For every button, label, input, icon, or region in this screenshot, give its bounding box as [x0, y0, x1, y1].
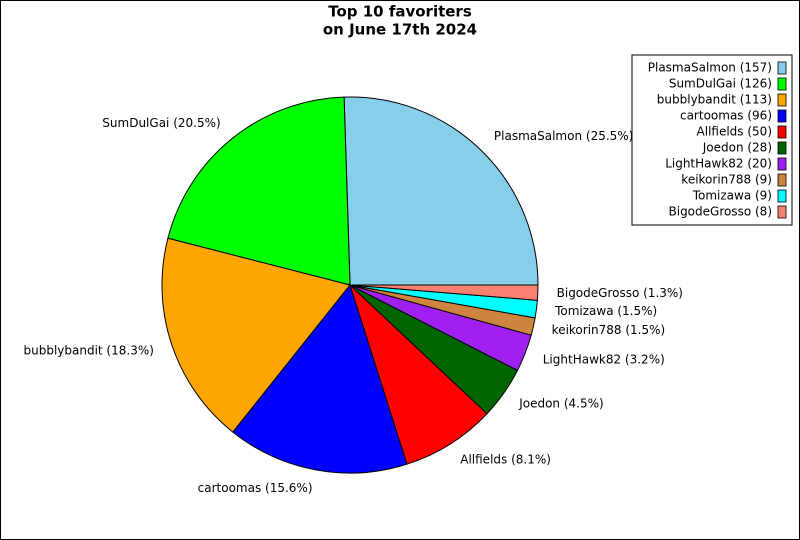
- pie-slice: [167, 96, 351, 286]
- legend-label: Allfields (50): [697, 125, 772, 139]
- slice-label: cartoomas (15.6%): [198, 481, 313, 495]
- slice-label: Joedon (4.5%): [518, 396, 604, 410]
- legend-swatch: [777, 77, 787, 91]
- legend-label: PlasmaSalmon (157): [648, 61, 772, 75]
- pie-slice: [349, 284, 539, 301]
- legend-label: bubblybandit (113): [657, 93, 772, 107]
- slice-label: Allfields (8.1%): [460, 452, 551, 466]
- slice-label: bubblybandit (18.3%): [23, 343, 153, 357]
- legend-box: [631, 54, 793, 226]
- slice-label: PlasmaSalmon (25.5%): [494, 129, 633, 143]
- slice-label: BigodeGrosso (1.3%): [557, 286, 683, 300]
- legend-swatch: [777, 189, 787, 203]
- legend-swatch: [777, 205, 787, 219]
- slice-label: SumDulGai (20.5%): [102, 116, 220, 130]
- legend-label: BigodeGrosso (8): [669, 205, 773, 219]
- pie-slice: [161, 237, 351, 433]
- legend-swatch: [777, 141, 787, 155]
- legend-swatch: [777, 173, 787, 187]
- slice-label: Tomizawa (1.5%): [554, 304, 657, 318]
- slice-label: LightHawk82 (3.2%): [543, 352, 665, 366]
- legend-label: keikorin788 (9): [681, 173, 772, 187]
- legend-label: Tomizawa (9): [692, 189, 772, 203]
- pie-slice: [232, 283, 408, 474]
- legend-swatch: [777, 93, 787, 107]
- legend-label: SumDulGai (126): [669, 77, 772, 91]
- legend-swatch: [777, 61, 787, 75]
- chart-title: Top 10 favoriters: [328, 3, 472, 21]
- legend-label: cartoomas (96): [680, 109, 772, 123]
- legend-label: Joedon (28): [702, 141, 772, 155]
- legend-label: LightHawk82 (20): [665, 157, 772, 171]
- pie-slice: [343, 96, 539, 286]
- legend-swatch: [777, 109, 787, 123]
- slice-label: keikorin788 (1.5%): [552, 323, 666, 337]
- chart-title: on June 17th 2024: [323, 21, 477, 39]
- legend-swatch: [777, 125, 787, 139]
- legend-swatch: [777, 157, 787, 171]
- pie-slice: [348, 283, 488, 465]
